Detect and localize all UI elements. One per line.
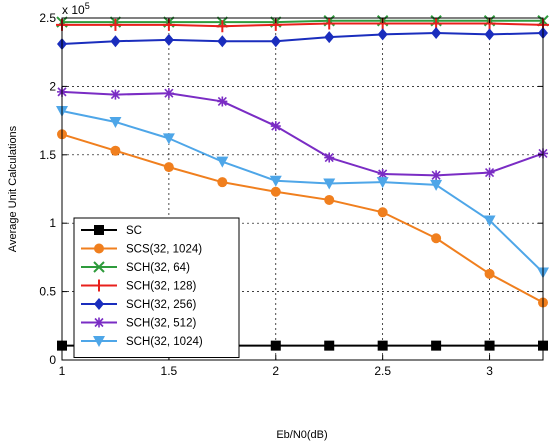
- x-tick-label: 3: [486, 364, 493, 378]
- series-4: [57, 27, 548, 50]
- data-point: [217, 96, 228, 107]
- legend-marker: [94, 298, 104, 310]
- y-tick-label: 1.5: [39, 148, 56, 162]
- data-point: [216, 20, 229, 33]
- data-point: [162, 133, 175, 145]
- data-point: [431, 27, 442, 40]
- legend-item: SCH(32, 512): [81, 317, 196, 330]
- data-point: [109, 18, 122, 31]
- data-point: [484, 340, 495, 351]
- data-point: [163, 88, 174, 99]
- data-point: [484, 268, 495, 279]
- data-point: [324, 152, 335, 163]
- data-point: [270, 340, 281, 351]
- x-tick-label: 1: [59, 364, 66, 378]
- legend-label: SCH(32, 1024): [126, 336, 203, 348]
- data-point: [431, 233, 442, 244]
- legend-label: SCH(32, 256): [126, 299, 196, 311]
- data-point: [484, 28, 495, 41]
- legend-label: SCS(32, 1024): [126, 244, 202, 256]
- data-point: [110, 35, 121, 48]
- series-line: [61, 133, 544, 304]
- data-point: [484, 167, 495, 178]
- data-point: [110, 145, 121, 156]
- data-point: [270, 121, 281, 132]
- data-point: [163, 33, 174, 46]
- data-point: [483, 215, 496, 227]
- legend-item: SCH(32, 128): [81, 279, 196, 293]
- data-point: [431, 340, 442, 351]
- y-multiplier-exponent: 5: [85, 1, 90, 11]
- legend-label: SCH(32, 128): [126, 281, 196, 293]
- data-point: [163, 162, 174, 173]
- data-point: [377, 340, 388, 351]
- data-point: [324, 31, 335, 44]
- y-tick-label: 1: [49, 216, 56, 230]
- data-point: [377, 207, 388, 218]
- data-point: [216, 156, 229, 168]
- x-tick-label: 1.5: [161, 364, 178, 378]
- data-point: [324, 194, 335, 205]
- data-point: [270, 186, 281, 197]
- legend-box: [73, 217, 240, 358]
- x-tick-label: 2.5: [374, 364, 391, 378]
- x-tick-label: 2: [272, 364, 279, 378]
- series-1: [57, 129, 548, 308]
- data-point: [109, 116, 122, 128]
- data-point: [376, 177, 389, 189]
- data-point: [217, 177, 228, 188]
- legend-item: SCH(32, 256): [81, 298, 196, 311]
- axis-ticks: 1 1.5 2 2.5 3 0 0.5 1 1.5 2 2.5: [39, 11, 543, 378]
- data-point: [217, 35, 228, 48]
- series-line: [62, 19, 543, 24]
- data-point: [377, 28, 388, 41]
- data-point: [269, 175, 282, 187]
- legend-item: SCS(32, 1024): [81, 243, 202, 256]
- plot-frame: [61, 17, 544, 361]
- legend-marker: [94, 225, 104, 235]
- series-line: [61, 90, 544, 177]
- legend-marker: [93, 279, 105, 292]
- legend-label: SC: [126, 225, 142, 237]
- legend-label: SCH(32, 512): [126, 318, 196, 330]
- y-tick-label: 0.5: [39, 285, 56, 299]
- y-tick-label: 2.5: [39, 11, 56, 25]
- data-point: [110, 89, 121, 100]
- y-tick-label: 0: [49, 353, 56, 367]
- legend-item: SCH(32, 64): [81, 261, 190, 274]
- series-line: [61, 32, 544, 45]
- data-point: [430, 179, 443, 191]
- data-point: [323, 17, 336, 30]
- series-line: [62, 22, 544, 28]
- legend-marker: [93, 336, 105, 347]
- data-point: [270, 35, 281, 48]
- data-point: [324, 340, 335, 351]
- legend: SC SCS(32, 1024) SCH(32, 64) SCH(32, 128) SC…: [73, 217, 240, 358]
- y-tick-label: 2: [49, 79, 56, 93]
- legend-item: SCH(32, 1024): [81, 336, 203, 348]
- legend-item: SC: [81, 225, 142, 237]
- data-point: [323, 178, 336, 190]
- x-axis-label: Eb/N0(dB): [276, 429, 327, 441]
- data-point: [431, 170, 442, 181]
- legend-label: SCH(32, 64): [126, 262, 190, 274]
- legend-marker: [94, 317, 104, 328]
- y-multiplier-label: x 105: [62, 1, 90, 17]
- legend-marker: [94, 243, 104, 254]
- legend-marker: [93, 261, 105, 273]
- series-line: [61, 110, 544, 274]
- data-point: [377, 168, 388, 179]
- y-axis-label: Average Unit Calculations: [7, 125, 19, 252]
